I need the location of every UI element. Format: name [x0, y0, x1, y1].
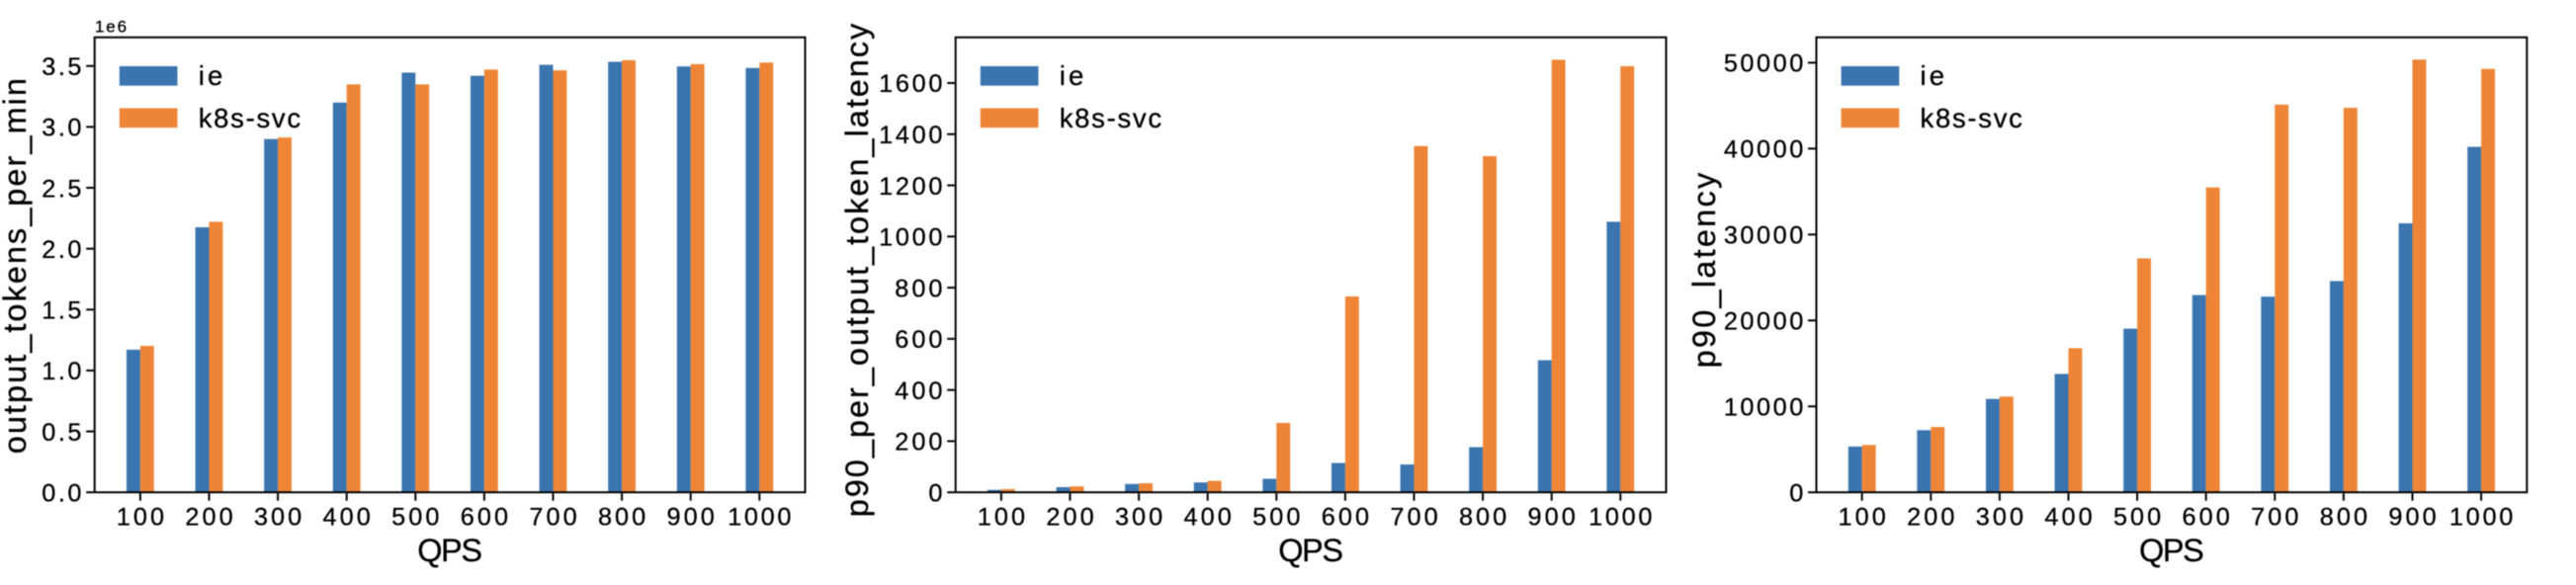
svg-text:500: 500	[391, 504, 439, 532]
svg-text:600: 600	[1322, 504, 1369, 532]
svg-text:1.0: 1.0	[42, 358, 81, 385]
svg-text:500: 500	[2113, 504, 2161, 532]
svg-text:40000: 40000	[1724, 136, 1803, 164]
svg-text:200: 200	[895, 429, 942, 457]
svg-text:200: 200	[185, 504, 232, 532]
svg-text:800: 800	[598, 504, 645, 532]
svg-text:20000: 20000	[1724, 308, 1803, 336]
svg-text:400: 400	[323, 504, 371, 532]
svg-text:300: 300	[1115, 504, 1162, 532]
svg-text:400: 400	[2044, 504, 2092, 532]
svg-text:k8s-svc: k8s-svc	[199, 103, 301, 133]
svg-text:0.5: 0.5	[42, 419, 81, 447]
svg-text:500: 500	[1252, 504, 1300, 532]
svg-text:600: 600	[461, 504, 508, 532]
svg-text:300: 300	[1976, 504, 2023, 532]
svg-text:2.0: 2.0	[42, 236, 81, 264]
svg-text:k8s-svc: k8s-svc	[1060, 103, 1162, 133]
svg-text:p90_per_output_token_latency: p90_per_output_token_latency	[839, 23, 875, 517]
svg-text:p90_latency: p90_latency	[1686, 172, 1722, 368]
svg-text:700: 700	[529, 504, 576, 532]
svg-text:100: 100	[117, 504, 164, 532]
svg-text:400: 400	[895, 377, 942, 405]
svg-text:100: 100	[1839, 504, 1886, 532]
svg-text:50000: 50000	[1724, 50, 1803, 78]
svg-text:k8s-svc: k8s-svc	[1921, 103, 2023, 133]
svg-text:200: 200	[1046, 504, 1093, 532]
svg-text:700: 700	[1390, 504, 1437, 532]
svg-text:700: 700	[2251, 504, 2298, 532]
svg-text:3.0: 3.0	[42, 115, 81, 142]
svg-text:200: 200	[1907, 504, 1954, 532]
svg-text:output_tokens_per_min: output_tokens_per_min	[0, 78, 33, 454]
svg-text:100: 100	[978, 504, 1025, 532]
svg-text:1.5: 1.5	[42, 297, 81, 325]
svg-text:3.5: 3.5	[42, 53, 81, 81]
svg-text:0: 0	[928, 479, 942, 507]
svg-text:400: 400	[1184, 504, 1232, 532]
svg-text:1e6: 1e6	[95, 18, 127, 37]
svg-text:ie: ie	[1060, 60, 1084, 91]
svg-text:600: 600	[2183, 504, 2230, 532]
svg-text:10000: 10000	[1724, 393, 1803, 421]
svg-text:QPS: QPS	[1278, 533, 1343, 568]
svg-text:800: 800	[2320, 504, 2367, 532]
svg-text:QPS: QPS	[417, 533, 482, 568]
svg-text:300: 300	[254, 504, 301, 532]
svg-text:900: 900	[2388, 504, 2436, 532]
svg-text:900: 900	[667, 504, 715, 532]
svg-text:600: 600	[895, 326, 942, 354]
svg-text:0.0: 0.0	[42, 479, 81, 507]
svg-text:QPS: QPS	[2139, 533, 2204, 568]
svg-text:0: 0	[1789, 479, 1803, 507]
svg-text:30000: 30000	[1724, 222, 1803, 250]
svg-text:2.5: 2.5	[42, 175, 81, 203]
svg-text:800: 800	[895, 275, 942, 302]
svg-text:800: 800	[1459, 504, 1506, 532]
svg-text:ie: ie	[1921, 60, 1945, 91]
svg-text:900: 900	[1528, 504, 1576, 532]
svg-text:ie: ie	[199, 60, 223, 91]
